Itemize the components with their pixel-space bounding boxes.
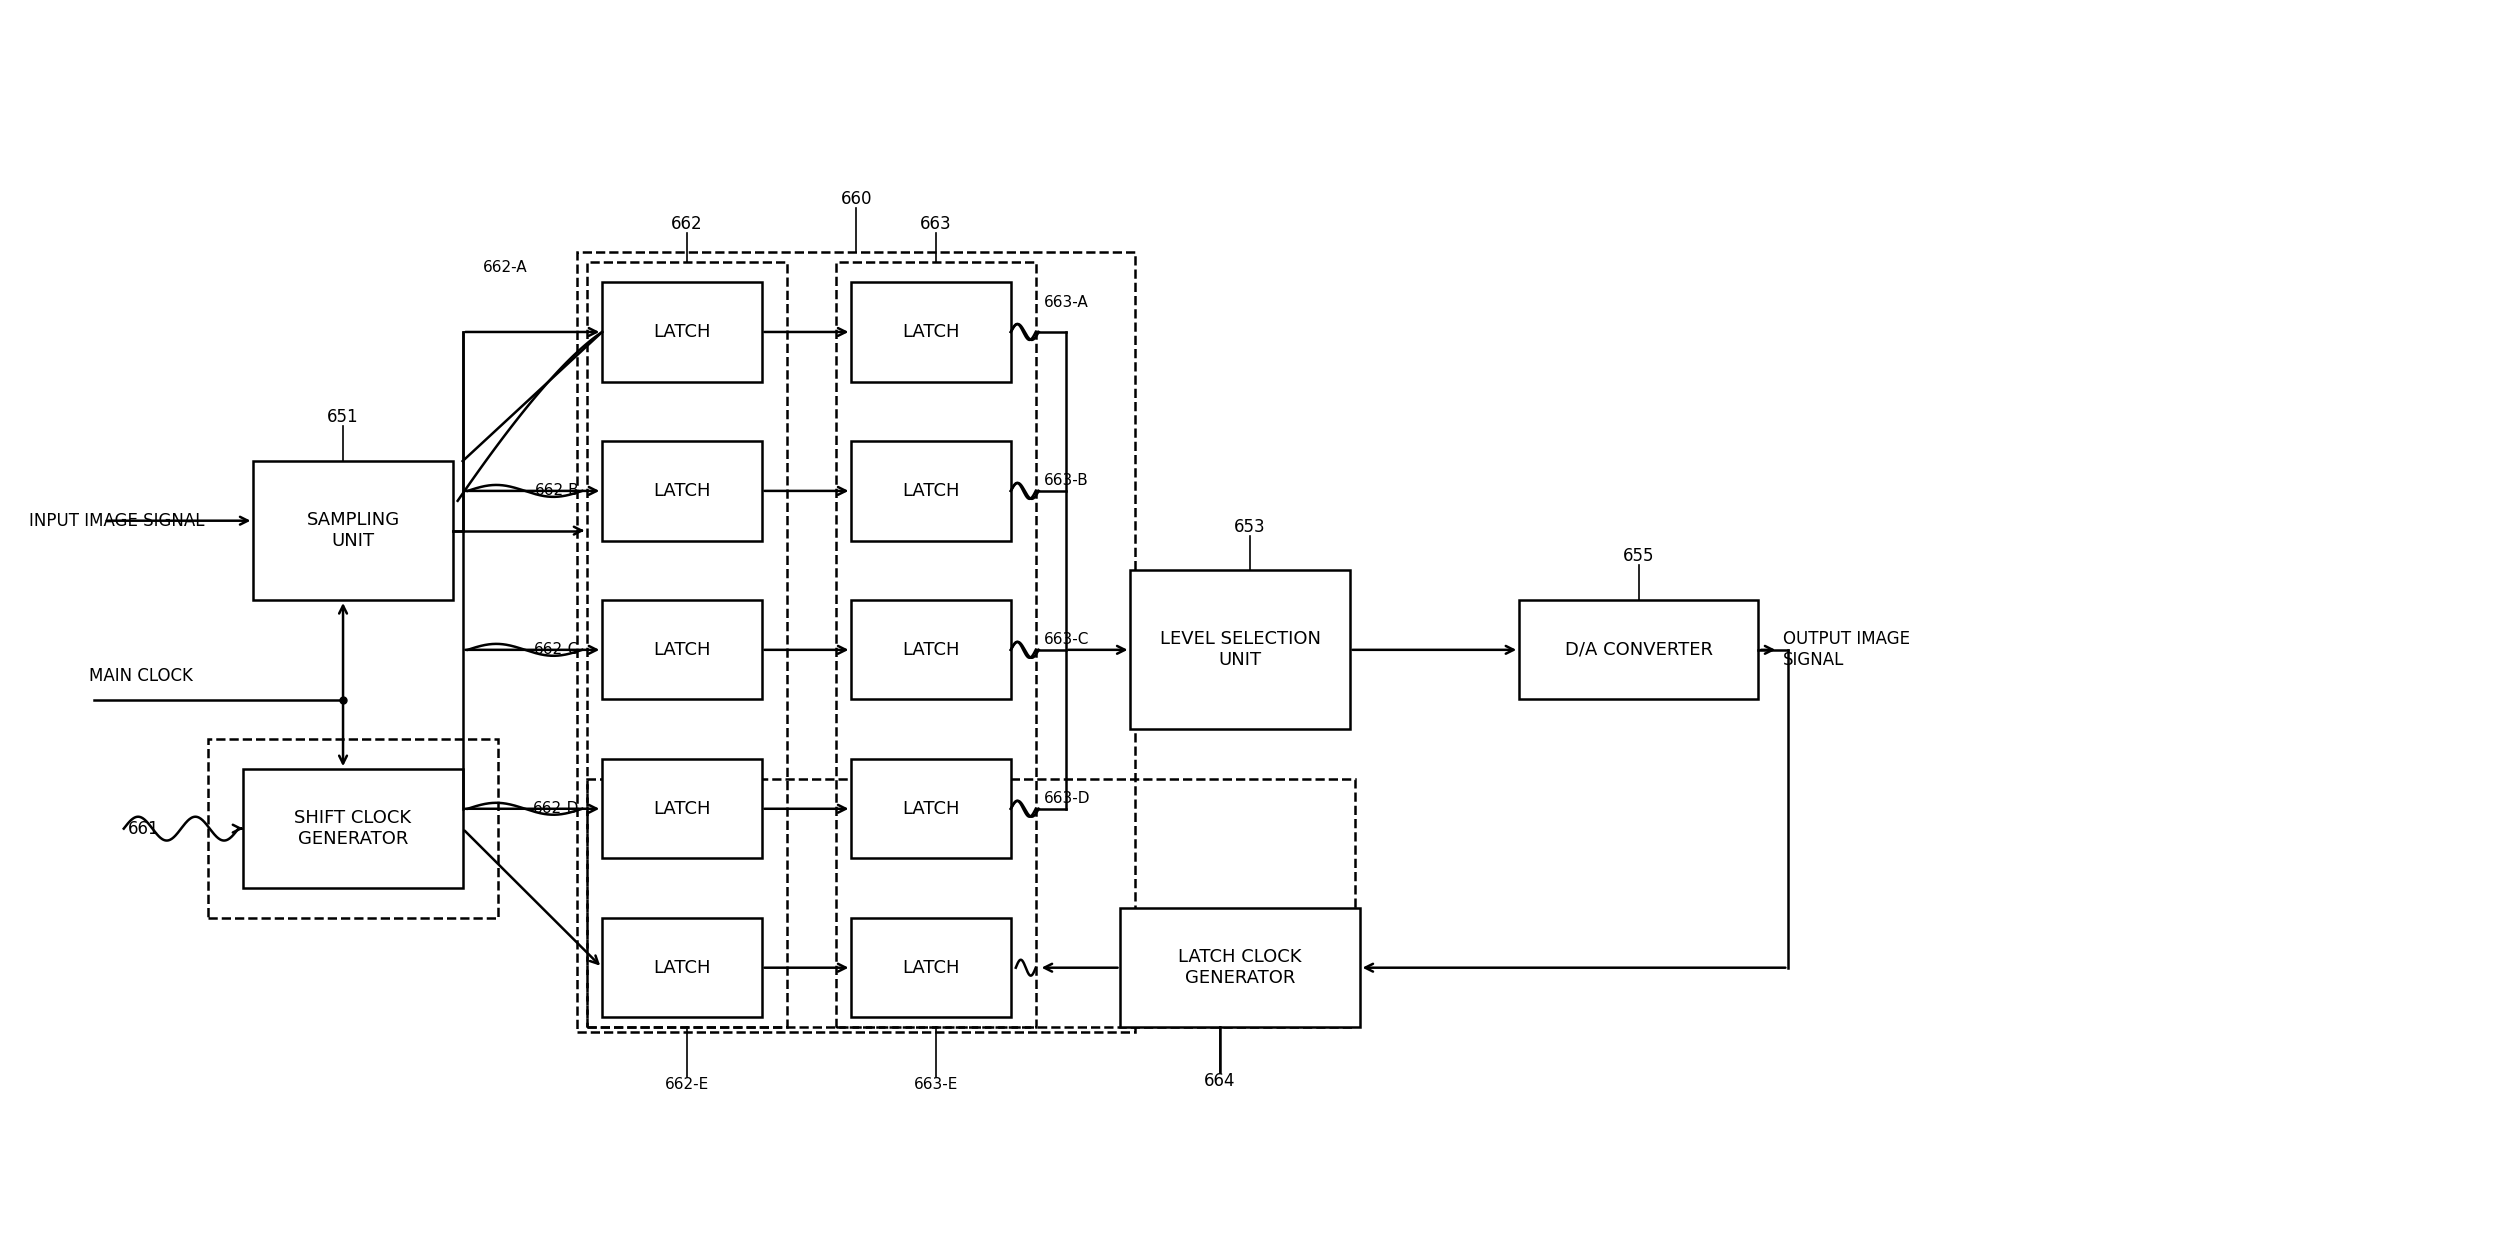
Text: 663-E: 663-E	[913, 1078, 958, 1092]
Text: LATCH: LATCH	[903, 800, 961, 818]
Bar	[851, 918, 1011, 1018]
Text: LATCH: LATCH	[903, 641, 961, 659]
Text: 663-A: 663-A	[1044, 295, 1089, 310]
Text: 662-D: 662-D	[532, 801, 580, 816]
Bar	[587, 779, 1355, 1028]
Text: 663-C: 663-C	[1044, 632, 1089, 648]
Text: SHIFT CLOCK
GENERATOR: SHIFT CLOCK GENERATOR	[294, 809, 411, 848]
Bar	[851, 282, 1011, 381]
Text: 662-B: 662-B	[534, 484, 580, 499]
Text: INPUT IMAGE SIGNAL: INPUT IMAGE SIGNAL	[30, 511, 206, 530]
Bar	[208, 739, 497, 918]
Text: LATCH: LATCH	[652, 800, 710, 818]
Text: LATCH: LATCH	[652, 959, 710, 976]
Bar	[577, 253, 1137, 1032]
Text: LEVEL SELECTION
UNIT: LEVEL SELECTION UNIT	[1159, 630, 1320, 669]
Text: 663-B: 663-B	[1044, 474, 1089, 489]
Text: LATCH: LATCH	[652, 641, 710, 659]
Text: OUTPUT IMAGE
SIGNAL: OUTPUT IMAGE SIGNAL	[1784, 630, 1909, 669]
Text: 664: 664	[1204, 1072, 1237, 1090]
Text: SAMPLING
UNIT: SAMPLING UNIT	[306, 511, 399, 550]
Text: 661: 661	[128, 820, 161, 838]
Text: LATCH: LATCH	[903, 482, 961, 500]
Text: 662-A: 662-A	[482, 260, 527, 275]
Bar	[602, 282, 763, 381]
Bar	[602, 441, 763, 540]
Bar	[1132, 570, 1350, 729]
Bar	[851, 759, 1011, 859]
Text: LATCH: LATCH	[903, 959, 961, 976]
Bar	[587, 262, 785, 1028]
Bar	[253, 461, 452, 600]
Bar	[243, 769, 462, 889]
Bar	[602, 918, 763, 1018]
Text: 655: 655	[1623, 548, 1653, 565]
Text: MAIN CLOCK: MAIN CLOCK	[88, 666, 193, 685]
Text: 660: 660	[841, 190, 873, 208]
Text: 651: 651	[326, 409, 359, 426]
Text: D/A CONVERTER: D/A CONVERTER	[1566, 641, 1714, 659]
Text: 663-D: 663-D	[1044, 791, 1091, 806]
Bar	[851, 600, 1011, 700]
Text: 662-C: 662-C	[534, 642, 580, 658]
Text: 663: 663	[921, 215, 951, 232]
Bar	[602, 600, 763, 700]
Bar	[602, 759, 763, 859]
Bar	[835, 262, 1036, 1028]
Text: 653: 653	[1234, 518, 1267, 535]
Text: 662-E: 662-E	[665, 1078, 710, 1092]
Text: LATCH CLOCK
GENERATOR: LATCH CLOCK GENERATOR	[1179, 949, 1302, 988]
Bar	[1518, 600, 1759, 700]
Text: 662: 662	[670, 215, 703, 232]
Text: LATCH: LATCH	[652, 482, 710, 500]
Text: LATCH: LATCH	[652, 322, 710, 341]
Bar	[1122, 908, 1360, 1028]
Text: LATCH: LATCH	[903, 322, 961, 341]
Bar	[851, 441, 1011, 540]
